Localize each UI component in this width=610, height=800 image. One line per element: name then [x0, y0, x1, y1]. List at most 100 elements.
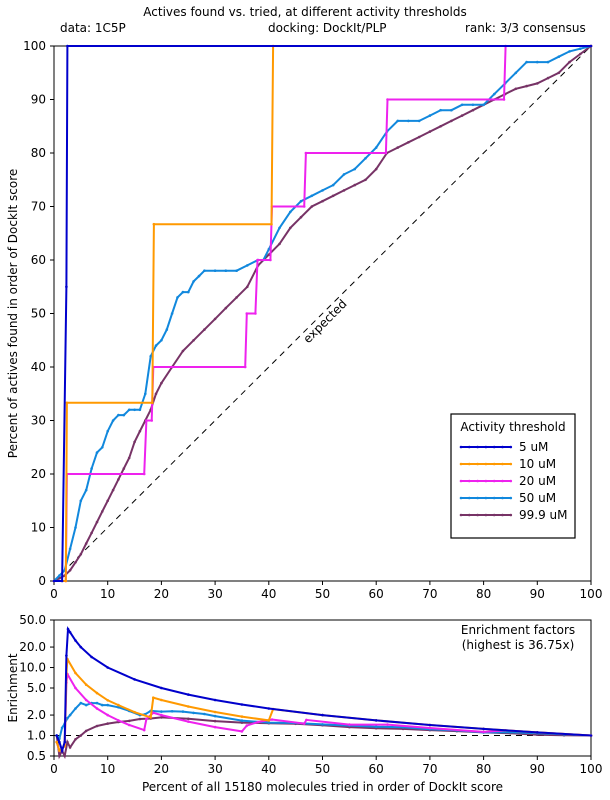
enrichment-point-3: [160, 710, 163, 713]
data-point-2: [302, 205, 306, 208]
enrichment-point-2: [305, 718, 308, 722]
enrichment-point-2: [106, 713, 109, 717]
y-tick-label: 10: [31, 521, 46, 535]
data-point-2: [254, 312, 257, 315]
enrichment-point-2: [428, 726, 432, 730]
data-point-3: [192, 280, 195, 283]
enrichment-point-0: [589, 734, 593, 737]
data-point-3: [331, 183, 335, 187]
enrichment-point-1: [187, 705, 190, 708]
series-line-2: [54, 45, 591, 582]
data-point-2: [145, 419, 148, 422]
enrichment-point-2: [117, 719, 120, 722]
data-point-4: [101, 510, 104, 513]
enrichment-point-1: [160, 698, 163, 702]
data-point-4: [133, 440, 136, 444]
data-point-1: [151, 401, 154, 405]
legend-swatch-point-1: [501, 462, 504, 466]
enrichment-point-2: [270, 718, 274, 721]
y-tick-label: 50: [31, 307, 46, 321]
data-point-4: [74, 561, 77, 564]
enrichment-title: Enrichment factors: [461, 623, 575, 637]
enrichment-point-1: [133, 710, 136, 714]
series-line-3: [53, 45, 592, 582]
legend-swatch-point-2: [492, 479, 496, 483]
enrichment-point-0: [240, 703, 244, 706]
data-point-4: [321, 199, 324, 203]
enrichment-point-0: [187, 693, 190, 696]
data-point-4: [428, 130, 432, 133]
enrichment-point-4: [58, 754, 61, 758]
legend-swatch-point-0: [459, 445, 463, 449]
enrichment-point-3: [192, 711, 195, 715]
enrichment-point-3: [213, 714, 217, 718]
data-point-3: [111, 419, 115, 422]
x-tick-label: 50: [315, 762, 330, 776]
data-point-4: [439, 125, 442, 128]
data-point-4: [525, 84, 528, 88]
data-point-4: [364, 178, 367, 182]
data-point-4: [353, 183, 357, 187]
legend-swatch-point-0: [484, 445, 488, 449]
data-point-3: [428, 114, 432, 117]
enrichment-point-0: [68, 631, 72, 634]
x-tick-label: 100: [580, 762, 603, 776]
y-tick-label: 0.5: [27, 749, 46, 763]
y-tick-label: 20.0: [19, 640, 46, 654]
legend-label-1: 10 uM: [519, 457, 556, 471]
x-tick-label: 70: [422, 762, 437, 776]
enrichment-point-4: [213, 719, 217, 723]
data-point-2: [384, 151, 388, 155]
data-point-3: [289, 210, 292, 214]
enrichment-point-0: [374, 719, 378, 722]
x-tick-label: 60: [369, 587, 384, 601]
legend-swatch-point-3: [492, 496, 496, 500]
y-tick-label: 100: [23, 39, 46, 53]
data-point-4: [246, 285, 249, 289]
data-point-3: [374, 146, 378, 149]
enrichment-point-2: [240, 730, 244, 733]
data-point-1: [270, 222, 273, 226]
legend-swatch-point-2: [509, 479, 513, 483]
x-tick-label: 90: [530, 587, 545, 601]
data-point-3: [213, 269, 217, 273]
enrichment-point-3: [74, 707, 77, 710]
enrichment-point-4: [63, 754, 66, 758]
enrichment-chart: 0 10 20 30 40 50 60 70 80 90 100 0.5 1.0 2.0 5.0 10.0 20…: [6, 613, 602, 794]
data-point-3: [181, 290, 185, 294]
x-tick-label: 80: [476, 587, 491, 601]
data-point-3: [546, 60, 550, 64]
data-point-4: [181, 349, 185, 353]
legend-swatch-point-0: [492, 445, 496, 449]
data-point-4: [407, 141, 410, 144]
legend-swatch-point-3: [476, 496, 479, 500]
enrichment-point-3: [106, 703, 109, 707]
enrichment-point-3: [181, 710, 185, 713]
x-tick-label: 30: [207, 762, 222, 776]
data-point-3: [224, 269, 228, 273]
data-point-3: [342, 173, 346, 176]
data-point-4: [79, 553, 83, 556]
y-tick-label: 70: [31, 200, 46, 214]
rank-label: rank: 3/3 consensus: [465, 21, 586, 35]
data-point-4: [460, 114, 464, 117]
enrichment-point-1: [84, 683, 88, 686]
enrichment-point-3: [66, 716, 69, 720]
data-point-4: [127, 456, 131, 460]
enrichment-point-2: [95, 707, 99, 710]
data-point-4: [471, 108, 475, 112]
x-tick-label: 90: [530, 762, 545, 776]
data-point-3: [197, 274, 201, 278]
enrichment-annotation: (highest is 36.75x): [462, 638, 575, 652]
expected-line: [53, 45, 592, 582]
legend-swatch-point-3: [501, 496, 504, 500]
legend-swatch-point-4: [492, 513, 496, 517]
enrichment-point-0: [55, 734, 58, 737]
data-point-3: [160, 339, 163, 342]
data-point-4: [557, 71, 561, 75]
enrichment-point-3: [267, 721, 271, 724]
y-tick-label: 60: [31, 253, 46, 267]
legend-swatch-point-1: [459, 462, 463, 466]
legend-swatch-point-0: [468, 445, 471, 449]
legend-box: [450, 413, 576, 539]
